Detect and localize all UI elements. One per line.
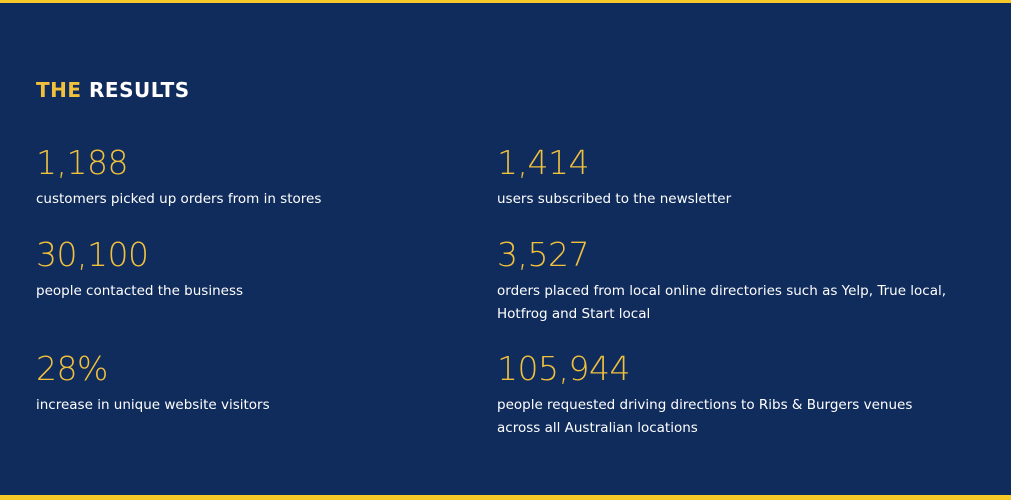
title-text: RESULTS [89, 78, 190, 102]
stat-description: orders placed from local online director… [497, 283, 947, 322]
stat-item: 1,188 customers picked up orders from in … [36, 143, 486, 211]
stat-description: people contacted the business [36, 283, 244, 299]
section-title: THE RESULTS [36, 78, 190, 102]
stat-value: 105,944 [497, 349, 630, 388]
stat-description: increase in unique website visitors [36, 397, 270, 413]
stat-item: 28% increase in unique website visitors [36, 349, 486, 417]
stat-item: 1,414 users subscribed to the newsletter [497, 143, 947, 211]
stat-value: 30,100 [36, 235, 149, 274]
stat-description: people requested driving directions to R… [497, 397, 913, 436]
stat-item: 105,944 people requested driving directio… [497, 349, 947, 440]
stat-description: users subscribed to the newsletter [497, 191, 732, 207]
stat-item: 3,527 orders placed from local online dir… [497, 235, 947, 326]
stat-description: customers picked up orders from in store… [36, 191, 322, 207]
stat-item: 30,100 people contacted the business [36, 235, 486, 303]
stat-value: 1,414 [497, 143, 589, 182]
stat-value: 3,527 [497, 235, 589, 274]
stat-value: 1,188 [36, 143, 128, 182]
title-highlight: THE [36, 78, 82, 102]
stat-value: 28% [36, 349, 108, 388]
